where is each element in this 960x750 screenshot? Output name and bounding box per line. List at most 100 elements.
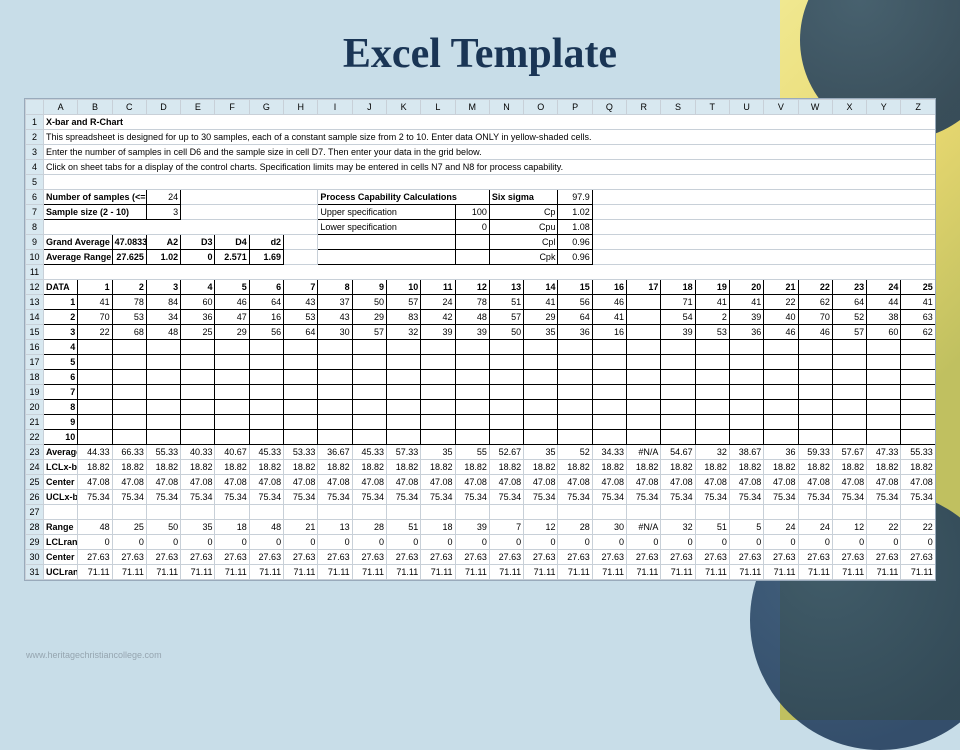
data-cell[interactable] — [798, 415, 832, 430]
summary-cell[interactable]: 27.63 — [764, 550, 798, 565]
summary-cell[interactable]: 71.11 — [901, 565, 935, 580]
empty-cell[interactable] — [44, 220, 318, 235]
data-col-header[interactable]: 1 — [78, 280, 112, 295]
summary-label[interactable]: Range — [44, 520, 78, 535]
data-cell[interactable]: 53 — [284, 310, 318, 325]
data-cell[interactable] — [489, 400, 523, 415]
summary-cell[interactable]: 25 — [112, 520, 146, 535]
data-cell[interactable] — [901, 385, 935, 400]
data-cell[interactable]: 41 — [729, 295, 763, 310]
row-header[interactable]: 6 — [26, 190, 44, 205]
summary-cell[interactable]: 47.08 — [558, 475, 592, 490]
data-cell[interactable]: 68 — [112, 325, 146, 340]
summary-cell[interactable]: 57.33 — [386, 445, 420, 460]
summary-cell[interactable]: 71.11 — [867, 565, 901, 580]
data-cell[interactable] — [284, 355, 318, 370]
data-cell[interactable] — [386, 385, 420, 400]
data-cell[interactable] — [386, 430, 420, 445]
six-sigma-label[interactable]: Six sigma — [489, 190, 558, 205]
data-cell[interactable]: 64 — [832, 295, 866, 310]
summary-cell[interactable]: 75.34 — [798, 490, 832, 505]
data-cell[interactable] — [455, 400, 489, 415]
data-cell[interactable]: 56 — [249, 325, 283, 340]
data-cell[interactable] — [181, 355, 215, 370]
data-cell[interactable]: 46 — [215, 295, 249, 310]
summary-cell[interactable]: 75.34 — [455, 490, 489, 505]
summary-cell[interactable]: 45.33 — [249, 445, 283, 460]
data-col-header[interactable]: 8 — [318, 280, 352, 295]
data-cell[interactable] — [764, 340, 798, 355]
summary-cell[interactable]: 0 — [867, 535, 901, 550]
data-cell[interactable] — [215, 430, 249, 445]
summary-cell[interactable]: 47.08 — [592, 475, 626, 490]
data-cell[interactable] — [181, 400, 215, 415]
data-cell[interactable] — [798, 385, 832, 400]
data-cell[interactable] — [627, 340, 661, 355]
data-cell[interactable] — [489, 415, 523, 430]
summary-cell[interactable]: 27.63 — [867, 550, 901, 565]
data-cell[interactable] — [764, 355, 798, 370]
summary-cell[interactable]: 18.82 — [558, 460, 592, 475]
summary-cell[interactable]: 75.34 — [318, 490, 352, 505]
data-cell[interactable] — [764, 400, 798, 415]
summary-cell[interactable] — [901, 505, 935, 520]
d4-label[interactable]: D4 — [215, 235, 249, 250]
data-cell[interactable] — [729, 385, 763, 400]
data-col-header[interactable]: 20 — [729, 280, 763, 295]
data-cell[interactable] — [661, 355, 695, 370]
col-header[interactable]: W — [798, 100, 832, 115]
summary-cell[interactable]: 18.82 — [215, 460, 249, 475]
data-cell[interactable] — [455, 385, 489, 400]
summary-cell[interactable] — [421, 505, 455, 520]
data-cell[interactable]: 57 — [352, 325, 386, 340]
row-header[interactable]: 20 — [26, 400, 44, 415]
summary-cell[interactable]: 36.67 — [318, 445, 352, 460]
data-cell[interactable] — [249, 355, 283, 370]
summary-cell[interactable]: 22 — [867, 520, 901, 535]
summary-cell[interactable]: 35 — [181, 520, 215, 535]
summary-cell[interactable]: 75.34 — [695, 490, 729, 505]
summary-cell[interactable]: 47.08 — [284, 475, 318, 490]
data-cell[interactable] — [386, 340, 420, 355]
data-cell[interactable] — [524, 385, 558, 400]
data-cell[interactable] — [695, 415, 729, 430]
data-cell[interactable] — [798, 340, 832, 355]
col-header[interactable]: F — [215, 100, 249, 115]
data-cell[interactable] — [661, 370, 695, 385]
summary-cell[interactable] — [112, 505, 146, 520]
data-cell[interactable] — [592, 430, 626, 445]
row-header[interactable]: 24 — [26, 460, 44, 475]
summary-cell[interactable]: #N/A — [627, 520, 661, 535]
summary-cell[interactable] — [318, 505, 352, 520]
summary-cell[interactable]: 18.82 — [146, 460, 180, 475]
data-cell[interactable]: 41 — [524, 295, 558, 310]
summary-cell[interactable]: 27.63 — [181, 550, 215, 565]
data-cell[interactable] — [695, 430, 729, 445]
data-cell[interactable]: 2 — [695, 310, 729, 325]
summary-cell[interactable] — [592, 505, 626, 520]
summary-cell[interactable]: 18.82 — [489, 460, 523, 475]
summary-cell[interactable]: 55.33 — [146, 445, 180, 460]
summary-cell[interactable]: 27.63 — [455, 550, 489, 565]
summary-cell[interactable]: 27.63 — [489, 550, 523, 565]
summary-cell[interactable]: 18.82 — [386, 460, 420, 475]
summary-cell[interactable]: 39 — [455, 520, 489, 535]
summary-cell[interactable]: 18.82 — [867, 460, 901, 475]
summary-cell[interactable]: 47.08 — [421, 475, 455, 490]
data-cell[interactable]: 29 — [524, 310, 558, 325]
col-header[interactable]: X — [832, 100, 866, 115]
summary-cell[interactable]: 27.63 — [661, 550, 695, 565]
data-cell[interactable]: 46 — [592, 295, 626, 310]
data-cell[interactable] — [181, 430, 215, 445]
data-cell[interactable] — [249, 370, 283, 385]
data-cell[interactable] — [318, 355, 352, 370]
row-header[interactable]: 27 — [26, 505, 44, 520]
summary-cell[interactable]: 32 — [661, 520, 695, 535]
summary-cell[interactable]: 27.63 — [729, 550, 763, 565]
data-cell[interactable] — [352, 370, 386, 385]
data-cell[interactable] — [524, 415, 558, 430]
data-cell[interactable] — [112, 430, 146, 445]
data-cell[interactable] — [867, 415, 901, 430]
empty-cell[interactable] — [592, 250, 935, 265]
summary-cell[interactable]: 47.08 — [661, 475, 695, 490]
